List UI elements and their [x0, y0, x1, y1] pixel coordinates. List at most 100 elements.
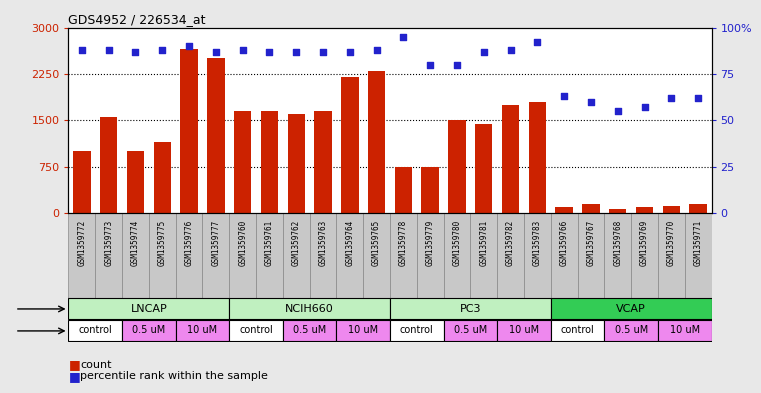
Bar	[556, 207, 573, 213]
Text: GSM1359781: GSM1359781	[479, 220, 489, 266]
Point	[210, 49, 222, 55]
Bar	[689, 204, 707, 213]
Bar	[444, 213, 470, 298]
Text: GSM1359769: GSM1359769	[640, 220, 649, 266]
Text: ■: ■	[68, 358, 80, 371]
Bar	[636, 207, 653, 213]
Bar	[470, 213, 497, 298]
Text: NCIH660: NCIH660	[285, 303, 334, 314]
Text: percentile rank within the sample: percentile rank within the sample	[80, 371, 268, 382]
Text: GSM1359771: GSM1359771	[693, 220, 702, 266]
Bar	[176, 320, 229, 342]
Bar	[663, 206, 680, 213]
Bar	[368, 71, 385, 213]
Bar	[390, 298, 551, 320]
Point	[478, 49, 490, 55]
Text: LNCAP: LNCAP	[130, 303, 167, 314]
Bar	[578, 213, 604, 298]
Bar	[283, 320, 336, 342]
Text: control: control	[78, 325, 112, 336]
Bar	[127, 151, 144, 213]
Bar	[261, 111, 279, 213]
Text: 10 uM: 10 uM	[509, 325, 539, 336]
Bar	[154, 142, 171, 213]
Bar	[68, 298, 229, 320]
Bar	[202, 213, 229, 298]
Bar	[283, 213, 310, 298]
Bar	[609, 209, 626, 213]
Bar	[551, 213, 578, 298]
Point	[317, 49, 329, 55]
Point	[290, 49, 302, 55]
Point	[638, 104, 651, 110]
Text: GSM1359777: GSM1359777	[212, 220, 221, 266]
Text: 10 uM: 10 uM	[670, 325, 700, 336]
Text: GSM1359765: GSM1359765	[372, 220, 381, 266]
Bar	[501, 105, 519, 213]
Point	[156, 47, 168, 53]
Text: 0.5 uM: 0.5 uM	[615, 325, 648, 336]
Bar	[685, 213, 712, 298]
Text: GSM1359761: GSM1359761	[265, 220, 274, 266]
Point	[692, 95, 704, 101]
Bar	[631, 213, 658, 298]
Bar	[448, 121, 466, 213]
Bar	[551, 320, 604, 342]
Bar	[68, 213, 95, 298]
Text: GSM1359774: GSM1359774	[131, 220, 140, 266]
Point	[237, 47, 249, 53]
Text: GSM1359764: GSM1359764	[345, 220, 355, 266]
Text: GSM1359770: GSM1359770	[667, 220, 676, 266]
Bar	[390, 320, 444, 342]
Text: GDS4952 / 226534_at: GDS4952 / 226534_at	[68, 13, 206, 26]
Text: count: count	[80, 360, 111, 370]
Bar	[310, 213, 336, 298]
Point	[183, 43, 195, 49]
Text: control: control	[239, 325, 273, 336]
Bar	[229, 320, 283, 342]
Text: GSM1359760: GSM1359760	[238, 220, 247, 266]
Text: 0.5 uM: 0.5 uM	[132, 325, 165, 336]
Bar	[658, 213, 685, 298]
Bar	[149, 213, 176, 298]
Bar	[363, 213, 390, 298]
Text: GSM1359776: GSM1359776	[185, 220, 193, 266]
Bar	[341, 77, 358, 213]
Text: GSM1359779: GSM1359779	[425, 220, 435, 266]
Point	[424, 62, 436, 68]
Text: GSM1359768: GSM1359768	[613, 220, 622, 266]
Bar	[475, 123, 492, 213]
Bar	[180, 49, 198, 213]
Bar	[100, 118, 117, 213]
Text: PC3: PC3	[460, 303, 481, 314]
Point	[665, 95, 677, 101]
Text: 10 uM: 10 uM	[187, 325, 218, 336]
Bar	[73, 151, 91, 213]
Text: GSM1359762: GSM1359762	[291, 220, 301, 266]
Bar	[390, 213, 417, 298]
Bar	[604, 320, 658, 342]
Bar	[234, 111, 251, 213]
Point	[612, 108, 624, 114]
Bar	[314, 111, 332, 213]
Text: 0.5 uM: 0.5 uM	[454, 325, 487, 336]
Point	[263, 49, 275, 55]
Point	[451, 62, 463, 68]
Text: GSM1359767: GSM1359767	[587, 220, 595, 266]
Point	[505, 47, 517, 53]
Text: GSM1359780: GSM1359780	[453, 220, 461, 266]
Text: GSM1359778: GSM1359778	[399, 220, 408, 266]
Bar	[582, 204, 600, 213]
Bar	[256, 213, 283, 298]
Bar	[422, 167, 439, 213]
Bar	[176, 213, 202, 298]
Bar	[68, 320, 122, 342]
Text: GSM1359772: GSM1359772	[78, 220, 87, 266]
Bar	[288, 114, 305, 213]
Point	[76, 47, 88, 53]
Bar	[122, 320, 176, 342]
Text: control: control	[400, 325, 434, 336]
Bar	[336, 320, 390, 342]
Point	[397, 34, 409, 40]
Text: GSM1359775: GSM1359775	[158, 220, 167, 266]
